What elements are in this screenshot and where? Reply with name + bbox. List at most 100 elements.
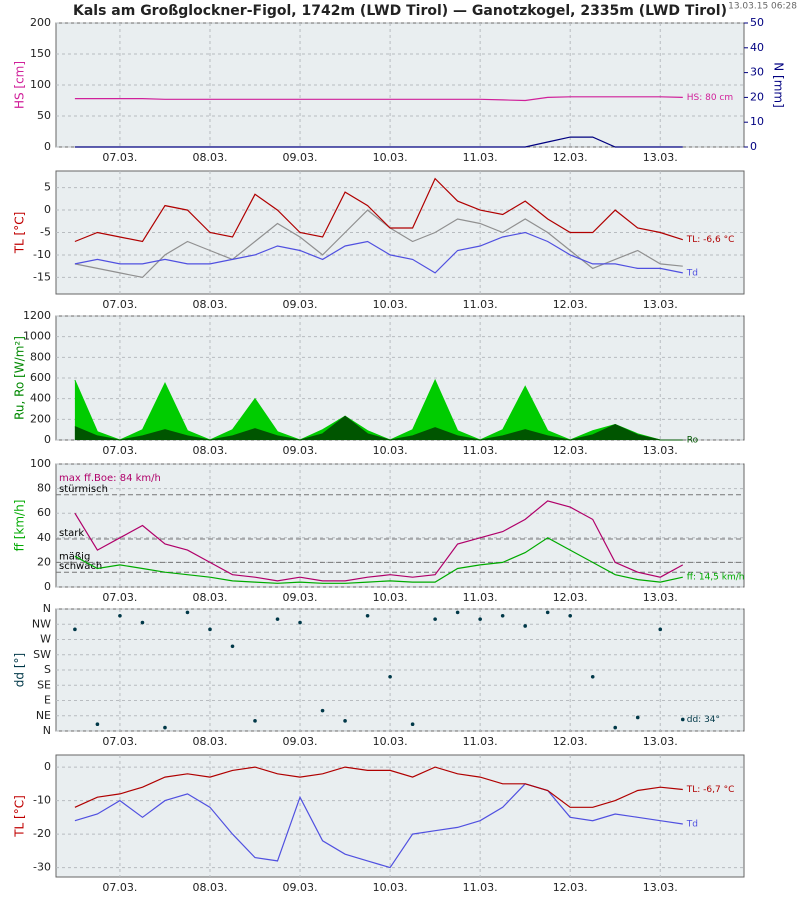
x-tick-label: 07.03. — [102, 444, 137, 457]
point — [208, 627, 212, 632]
point — [590, 674, 595, 679]
x-tick-label: 07.03. — [102, 298, 137, 311]
series-end-label: ff: 14,5 km/h — [687, 573, 745, 583]
series-line — [74, 415, 683, 441]
series-line — [74, 96, 683, 102]
series-line — [74, 136, 683, 148]
y2-tick-label: 30 — [750, 66, 764, 79]
y-tick-label: 60 — [37, 506, 51, 519]
x-tick-label: 10.03. — [373, 591, 408, 604]
y-tick-label: 0 — [44, 203, 51, 216]
series-end-label: Ro — [687, 436, 699, 446]
y-tick-label: 800 — [30, 350, 51, 363]
area-fill — [74, 380, 683, 440]
chart-title: Kals am Großglockner-Figol, 1742m (LWD T… — [73, 3, 727, 19]
series-line — [74, 177, 683, 243]
threshold-label: schwach — [59, 561, 102, 572]
x-tick-label: 07.03. — [102, 591, 137, 604]
point — [635, 715, 640, 720]
point — [388, 674, 392, 679]
y-tick-label: 400 — [30, 392, 51, 405]
y2-tick-label: 40 — [750, 41, 764, 54]
x-tick-label: 07.03. — [102, 151, 137, 164]
x-tick-label: 12.03. — [553, 881, 588, 894]
point — [230, 644, 235, 649]
x-tick-label: 11.03. — [463, 298, 498, 311]
y-axis-label: ff [km/h] — [13, 500, 27, 552]
x-tick-label: 07.03. — [102, 735, 137, 748]
point — [298, 620, 302, 625]
y-tick-label: 80 — [37, 482, 51, 495]
x-tick-label: 08.03. — [192, 151, 227, 164]
x-tick-label: 08.03. — [192, 881, 227, 894]
series-line — [74, 783, 683, 869]
y-tick-label: N — [43, 724, 51, 737]
y-tick-label: 600 — [30, 371, 51, 384]
y-tick-label: SW — [33, 648, 51, 661]
x-tick-label: 08.03. — [192, 735, 227, 748]
x-tick-label: 08.03. — [192, 591, 227, 604]
point — [455, 610, 460, 615]
x-tick-label: 09.03. — [283, 298, 318, 311]
x-tick-label: 13.03. — [643, 444, 678, 457]
y-tick-label: -5 — [40, 226, 51, 239]
point — [343, 719, 347, 723]
x-tick-label: 11.03. — [463, 735, 498, 748]
x-tick-label: 10.03. — [373, 298, 408, 311]
y-tick-label: 20 — [37, 555, 51, 568]
annotation: max ff.Boe: 84 km/h — [59, 473, 161, 484]
y-tick-label: 0 — [44, 580, 51, 593]
x-tick-label: 09.03. — [283, 444, 318, 457]
series-line — [74, 766, 683, 808]
y-tick-label: -10 — [33, 794, 51, 807]
x-tick-label: 13.03. — [643, 151, 678, 164]
series-end-label: TL: -6,6 °C — [686, 235, 735, 245]
x-tick-label: 10.03. — [373, 735, 408, 748]
x-tick-label: 12.03. — [553, 151, 588, 164]
y-tick-label: 40 — [37, 531, 51, 544]
x-tick-label: 13.03. — [643, 298, 678, 311]
area-fill — [74, 416, 683, 440]
x-tick-label: 12.03. — [553, 735, 588, 748]
point — [680, 717, 685, 722]
series-end-label: Td — [686, 820, 698, 830]
y-tick-label: 5 — [44, 181, 51, 194]
y-tick-label: 0 — [44, 760, 51, 773]
y-tick-label: NW — [32, 617, 51, 630]
x-tick-label: 12.03. — [553, 444, 588, 457]
y-tick-label: E — [44, 694, 51, 707]
plot-area — [55, 463, 745, 588]
x-tick-label: 11.03. — [463, 881, 498, 894]
y2-tick-label: 50 — [750, 16, 764, 29]
y-tick-label: SE — [37, 678, 51, 691]
point — [613, 725, 618, 730]
point — [95, 722, 100, 727]
y-tick-label: 0 — [44, 433, 51, 446]
x-tick-label: 09.03. — [283, 151, 318, 164]
x-tick-label: 10.03. — [373, 881, 408, 894]
y-tick-label: 1200 — [23, 309, 51, 322]
series-end-label: HS: 80 cm — [687, 93, 733, 103]
point — [568, 613, 572, 618]
y-tick-label: 50 — [37, 109, 51, 122]
x-tick-label: 12.03. — [553, 591, 588, 604]
threshold-label: stürmisch — [59, 484, 108, 495]
point — [523, 624, 527, 628]
series-end-label: Td — [686, 268, 698, 278]
series-line — [74, 378, 683, 441]
point — [253, 719, 257, 723]
y2-tick-label: 10 — [750, 115, 764, 128]
y-tick-label: 100 — [30, 457, 51, 470]
x-tick-label: 11.03. — [463, 444, 498, 457]
y-tick-label: NE — [36, 709, 51, 722]
series-end-label: dd: 34° — [687, 715, 720, 725]
timestamp: 13.03.15 06:28 — [728, 2, 797, 12]
x-tick-label: 12.03. — [553, 298, 588, 311]
x-tick-label: 09.03. — [283, 735, 318, 748]
y2-axis-label: N [mm] — [772, 62, 786, 108]
y-tick-label: -20 — [33, 827, 51, 840]
y-axis-label: TL [°C] — [13, 212, 27, 255]
threshold-label: stark — [59, 528, 84, 539]
y-axis-label: TL [°C] — [13, 795, 27, 838]
x-tick-label: 11.03. — [463, 151, 498, 164]
